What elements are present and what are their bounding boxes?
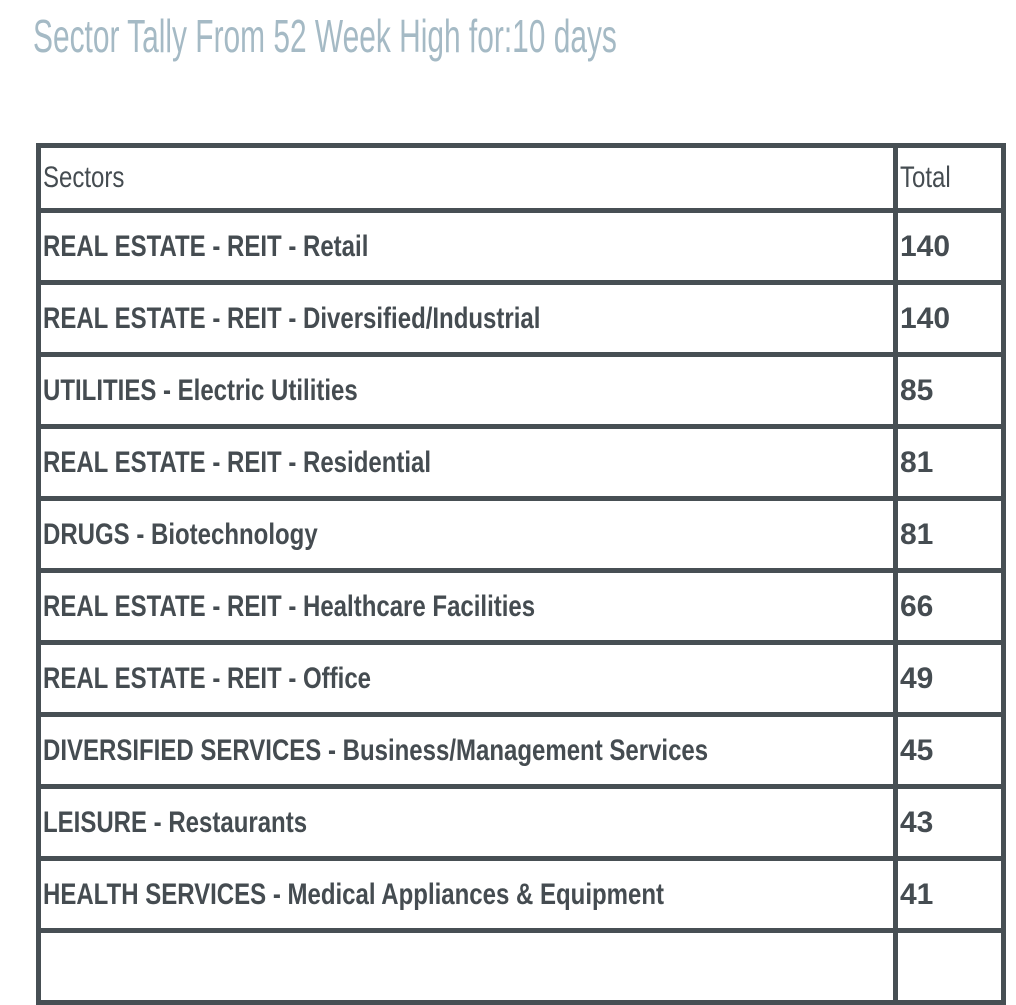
- table-row: REAL ESTATE - REIT - Office 49: [41, 645, 1001, 712]
- sector-cell: HEALTH SERVICES - Medical Appliances & E…: [41, 861, 893, 928]
- sector-cell: LEISURE - Restaurants: [41, 789, 893, 856]
- total-cell: 66: [898, 573, 1001, 640]
- total-value: 85: [900, 373, 934, 407]
- page-title: Sector Tally From 52 Week High for:10 da…: [33, 10, 931, 62]
- table-row: REAL ESTATE - REIT - Residential 81: [41, 429, 1001, 496]
- sector-name: DIVERSIFIED SERVICES - Business/Manageme…: [43, 733, 709, 767]
- table-row: HEALTH SERVICES - Medical Appliances & E…: [41, 861, 1001, 928]
- sector-name: UTILITIES - Electric Utilities: [43, 373, 358, 407]
- table-row: DRUGS - Biotechnology 81: [41, 501, 1001, 568]
- total-cell: 41: [898, 861, 1001, 928]
- sector-cell: [41, 933, 893, 1000]
- total-value: 140: [900, 301, 951, 335]
- column-header-sectors: Sectors: [41, 148, 893, 208]
- column-header-sectors-label: Sectors: [43, 161, 125, 194]
- sector-name: DRUGS - Biotechnology: [43, 517, 318, 551]
- sector-cell: UTILITIES - Electric Utilities: [41, 357, 893, 424]
- column-header-total: Total: [898, 148, 1001, 208]
- total-value: 81: [900, 445, 934, 479]
- sector-cell: REAL ESTATE - REIT - Diversified/Industr…: [41, 285, 893, 352]
- sector-name: REAL ESTATE - REIT - Office: [43, 661, 372, 695]
- total-cell: 140: [898, 285, 1001, 352]
- sector-name: REAL ESTATE - REIT - Retail: [43, 229, 369, 263]
- column-header-total-label: Total: [900, 161, 951, 194]
- page-title-text: Sector Tally From 52 Week High for:10 da…: [33, 10, 617, 62]
- total-value: 66: [900, 589, 934, 623]
- total-cell: 81: [898, 501, 1001, 568]
- sector-cell: REAL ESTATE - REIT - Office: [41, 645, 893, 712]
- total-value: 41: [900, 877, 934, 911]
- sector-name: REAL ESTATE - REIT - Healthcare Faciliti…: [43, 589, 536, 623]
- total-cell: 49: [898, 645, 1001, 712]
- total-cell: 140: [898, 213, 1001, 280]
- table-row: REAL ESTATE - REIT - Retail 140: [41, 213, 1001, 280]
- total-value: 43: [900, 805, 934, 839]
- sector-name: LEISURE - Restaurants: [43, 805, 308, 839]
- sector-name: HEALTH SERVICES - Medical Appliances & E…: [43, 877, 664, 911]
- total-value: 140: [900, 229, 951, 263]
- total-cell: 45: [898, 717, 1001, 784]
- sector-cell: DIVERSIFIED SERVICES - Business/Manageme…: [41, 717, 893, 784]
- table-row: LEISURE - Restaurants 43: [41, 789, 1001, 856]
- total-value: 81: [900, 517, 934, 551]
- table-row: DIVERSIFIED SERVICES - Business/Manageme…: [41, 717, 1001, 784]
- table-header-row: Sectors Total: [41, 148, 1001, 208]
- sector-tally-table: Sectors Total REAL ESTATE - REIT - Retai…: [36, 143, 1006, 1005]
- table-row: UTILITIES - Electric Utilities 85: [41, 357, 1001, 424]
- sector-cell: REAL ESTATE - REIT - Healthcare Faciliti…: [41, 573, 893, 640]
- total-cell: 43: [898, 789, 1001, 856]
- table-row: REAL ESTATE - REIT - Healthcare Faciliti…: [41, 573, 1001, 640]
- sector-cell: DRUGS - Biotechnology: [41, 501, 893, 568]
- total-cell: 85: [898, 357, 1001, 424]
- sector-name: REAL ESTATE - REIT - Residential: [43, 445, 432, 479]
- sector-cell: REAL ESTATE - REIT - Retail: [41, 213, 893, 280]
- total-cell: [898, 933, 1001, 1000]
- total-cell: 81: [898, 429, 1001, 496]
- table-row-partial: [41, 933, 1001, 1000]
- sector-cell: REAL ESTATE - REIT - Residential: [41, 429, 893, 496]
- sector-name: REAL ESTATE - REIT - Diversified/Industr…: [43, 301, 541, 335]
- total-value: 49: [900, 661, 934, 695]
- table-row: REAL ESTATE - REIT - Diversified/Industr…: [41, 285, 1001, 352]
- total-value: 45: [900, 733, 934, 767]
